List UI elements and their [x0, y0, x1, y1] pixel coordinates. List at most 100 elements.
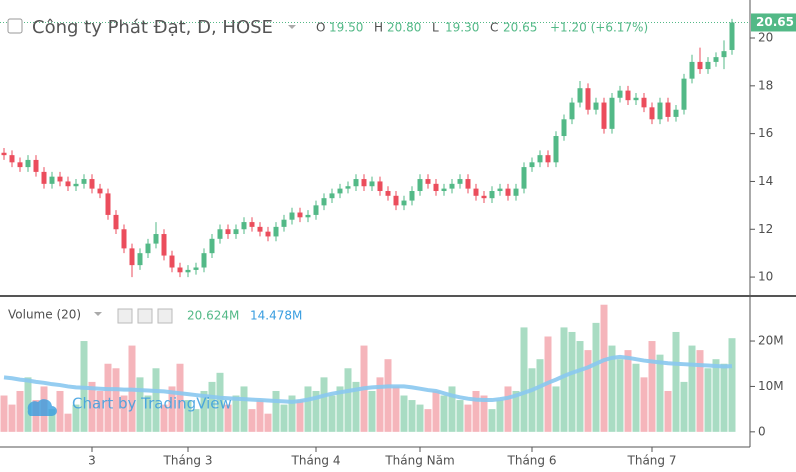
candle-body — [169, 255, 175, 268]
candle-body — [81, 179, 87, 184]
volume-bar — [608, 345, 616, 432]
candle-body — [401, 200, 407, 206]
volume-bar — [456, 400, 464, 432]
candle-body — [233, 229, 239, 235]
candle-body — [721, 51, 727, 58]
candle-body — [577, 88, 583, 103]
candle-body — [249, 222, 255, 227]
candle-body — [729, 22, 735, 50]
legend-value: 19.30 — [445, 21, 479, 35]
candle-body — [705, 61, 711, 70]
candle-body — [201, 253, 207, 268]
volume-bar — [336, 386, 344, 432]
volume-bar — [560, 327, 568, 432]
price-pane — [0, 18, 750, 278]
candle-body — [441, 188, 447, 192]
candle-body — [489, 191, 495, 199]
candle-body — [513, 188, 519, 196]
candle-body — [217, 229, 223, 239]
last-price-label: 20.65 — [756, 15, 794, 29]
volume-bar — [320, 377, 328, 432]
candle-body — [137, 253, 143, 266]
candle-body — [713, 57, 719, 62]
candle-body — [337, 188, 343, 194]
volume-bar — [416, 404, 424, 432]
legend-value: 20.65 — [503, 21, 537, 35]
volume-bar — [552, 386, 560, 432]
volume-bar — [392, 386, 400, 432]
volume-bar — [112, 368, 120, 432]
volume-bar — [672, 331, 680, 432]
volume-bar — [152, 368, 160, 432]
candle-body — [537, 155, 543, 163]
volume-bar — [696, 350, 704, 432]
volume-bar — [304, 386, 312, 432]
y-tick-label: 12 — [758, 222, 773, 236]
candle-body — [505, 188, 511, 196]
candle-body — [1, 152, 7, 156]
candle-body — [617, 90, 623, 98]
candle-body — [9, 155, 15, 163]
volume-bar — [264, 413, 272, 432]
chart-title: Công ty Phát Đạt, D, HOSE — [32, 17, 273, 38]
candle-body — [425, 179, 431, 184]
volume-bar — [272, 390, 280, 432]
candle-body — [625, 90, 631, 101]
volume-bar — [328, 395, 336, 432]
volume-bar — [584, 350, 592, 432]
volume-bar — [280, 404, 288, 432]
candle-body — [457, 179, 463, 184]
candle-body — [641, 97, 647, 108]
candle-body — [329, 193, 335, 199]
candle-body — [553, 136, 559, 163]
volume-bar — [248, 409, 256, 432]
candle-body — [569, 102, 575, 120]
volume-bar — [24, 377, 32, 432]
volume-bar — [48, 409, 56, 432]
hide-button[interactable] — [117, 308, 133, 324]
volume-bar — [592, 322, 600, 432]
candle-body — [57, 176, 63, 182]
volume-bar — [568, 331, 576, 432]
x-tick-label: Tháng Năm — [384, 454, 454, 468]
candle-body — [89, 179, 95, 189]
x-tick-label: Tháng 4 — [291, 454, 341, 468]
symbol-icon[interactable] — [7, 18, 23, 34]
candle-body — [121, 229, 127, 249]
settings-button[interactable] — [137, 308, 153, 324]
volume-bar — [64, 413, 72, 432]
candle-body — [25, 159, 31, 168]
volume-bar — [648, 341, 656, 432]
volume-bar — [296, 400, 304, 432]
volume-bar — [240, 386, 248, 432]
candle-body — [361, 179, 367, 187]
volume-bar — [160, 404, 168, 432]
candle-body — [585, 88, 591, 110]
candle-body — [593, 102, 599, 110]
candle-body — [113, 214, 119, 230]
dropdown[interactable] — [94, 312, 102, 316]
volume-bar — [480, 395, 488, 432]
candle-body — [697, 61, 703, 70]
volume-bar — [368, 390, 376, 432]
volume-bar — [704, 368, 712, 432]
candle-body — [529, 162, 535, 168]
dropdown[interactable] — [288, 25, 296, 29]
y-tick-label: 14 — [758, 174, 773, 188]
volume-bar — [224, 404, 232, 432]
x-tick-label: Tháng 6 — [507, 454, 557, 468]
volume-bar — [720, 363, 728, 432]
volume-bar — [616, 359, 624, 432]
x-tick-label: 3 — [88, 454, 96, 468]
candle-body — [649, 107, 655, 120]
volume-pane — [0, 304, 736, 432]
candle-body — [297, 212, 303, 218]
candle-body — [281, 219, 287, 227]
candle-body — [385, 191, 391, 196]
x-tick-label: Tháng 7 — [627, 454, 677, 468]
volume-bar — [440, 395, 448, 432]
remove-button[interactable] — [157, 308, 173, 324]
candle-body — [657, 102, 663, 120]
volume-bar — [200, 390, 208, 432]
legend-value: 19.50 — [329, 21, 363, 35]
